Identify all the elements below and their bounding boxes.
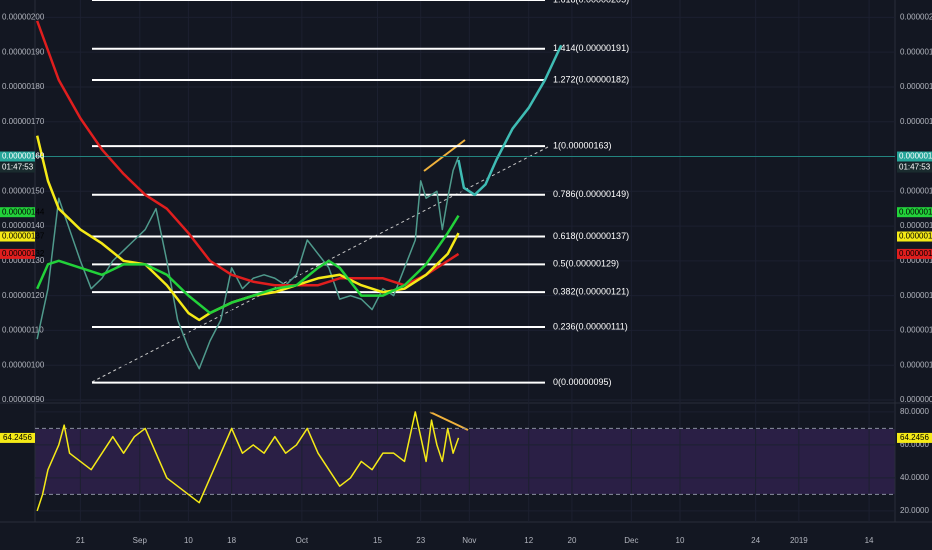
countdown-box — [0, 162, 35, 173]
price-marker — [0, 207, 35, 218]
fib-label: 1(0.00000163) — [553, 140, 612, 150]
y-tick-label: 0.00000190 — [2, 47, 45, 56]
y-tick-label: 0.00000120 — [900, 291, 932, 300]
series-line — [36, 214, 460, 315]
x-tick-label: Oct — [296, 536, 309, 545]
series-line — [457, 44, 563, 197]
y-tick-label: 0.00000140 — [900, 221, 932, 230]
price-marker — [0, 248, 35, 259]
price-marker-label: 0.00000160 — [899, 152, 932, 161]
rsi-marker — [0, 432, 35, 443]
x-tick-label: 23 — [416, 536, 425, 545]
y-tick-label: 0.00000190 — [900, 47, 932, 56]
y-tick-label: 0.00000150 — [2, 186, 45, 195]
rsi-band-fill — [35, 429, 895, 494]
fib-label: 0.786(0.00000149) — [553, 189, 629, 199]
x-tick-label: 18 — [227, 536, 236, 545]
price-marker-label: 0.00000137 — [899, 232, 932, 241]
y-tick-label: 0.00000100 — [2, 360, 45, 369]
countdown: 01:47:53 — [2, 163, 34, 172]
y-tick-label: 0.00000200 — [2, 13, 45, 22]
fib-label: 1.618(0.00000205) — [553, 0, 629, 4]
price-marker — [897, 151, 932, 162]
y-tick-label: 40.0000 — [900, 473, 929, 482]
rsi-marker-label: 64.2456 — [900, 433, 929, 442]
x-tick-label: 15 — [373, 536, 382, 545]
x-tick-label: 2019 — [790, 536, 808, 545]
fib-label: 0(0.00000095) — [553, 377, 612, 387]
y-tick-label: 0.00000130 — [900, 256, 932, 265]
rsi-divergence-line — [429, 411, 469, 431]
x-tick-label: 20 — [568, 536, 577, 545]
y-tick-label: 60.0000 — [900, 440, 929, 449]
fib-label: 0.5(0.00000129) — [553, 259, 619, 269]
series-line — [35, 20, 460, 287]
y-tick-label: 0.00000200 — [900, 13, 932, 22]
y-tick-label: 0.00000150 — [900, 186, 932, 195]
y-tick-label: 0.00000180 — [900, 82, 932, 91]
fib-label: 0.618(0.00000137) — [553, 231, 629, 241]
price-marker — [897, 231, 932, 242]
x-tick-label: 14 — [865, 536, 874, 545]
fib-label: 0.236(0.00000111) — [553, 321, 628, 331]
series-line — [36, 411, 460, 512]
y-tick-label: 0.00000120 — [2, 291, 45, 300]
price-marker-label: 0.00000144 — [899, 207, 932, 216]
x-tick-label: Nov — [462, 536, 476, 545]
y-tick-label: 20.0000 — [900, 506, 929, 515]
countdown: 01:47:53 — [899, 163, 931, 172]
y-tick-label: 0.00000170 — [900, 117, 932, 126]
countdown-box — [897, 162, 932, 173]
y-tick-label: 0.00000130 — [2, 256, 45, 265]
fib-label: 1.414(0.00000191) — [553, 43, 629, 53]
price-marker — [897, 207, 932, 218]
price-marker-label: 0.00000160 — [2, 152, 45, 161]
y-tick-label: 0.00000110 — [2, 326, 44, 335]
x-tick-label: 12 — [524, 536, 533, 545]
rsi-marker-label: 64.2456 — [3, 433, 32, 442]
price-marker-label: 0.00000144 — [2, 207, 45, 216]
y-tick-label: 80.0000 — [900, 407, 929, 416]
x-tick-label: 24 — [751, 536, 760, 545]
y-tick-label: 0.00000170 — [2, 117, 45, 126]
trend-line — [91, 146, 549, 383]
price-marker-label: 0.00000132 — [899, 249, 932, 258]
price-marker — [0, 151, 35, 162]
x-tick-label: 10 — [184, 536, 193, 545]
rsi-marker — [897, 432, 932, 443]
price-marker-label: 0.00000132 — [2, 249, 45, 258]
y-tick-label: 0.00000110 — [900, 326, 932, 335]
y-tick-label: 0.00000090 — [900, 395, 932, 404]
y-tick-label: 0.00000100 — [900, 360, 932, 369]
price-marker-label: 0.00000137 — [2, 232, 45, 241]
y-tick-label: 0.00000090 — [2, 395, 45, 404]
series-line — [36, 156, 460, 370]
x-tick-label: 21 — [76, 536, 85, 545]
price-marker — [897, 248, 932, 259]
x-tick-label: Dec — [624, 536, 638, 545]
y-tick-label: 0.00000140 — [2, 221, 45, 230]
x-tick-label: 10 — [676, 536, 685, 545]
y-tick-label: 0.00000180 — [2, 82, 45, 91]
fib-label: 1.272(0.00000182) — [553, 74, 629, 84]
price-marker — [0, 231, 35, 242]
x-tick-label: Sep — [133, 536, 148, 545]
fib-label: 0.382(0.00000121) — [553, 287, 629, 297]
